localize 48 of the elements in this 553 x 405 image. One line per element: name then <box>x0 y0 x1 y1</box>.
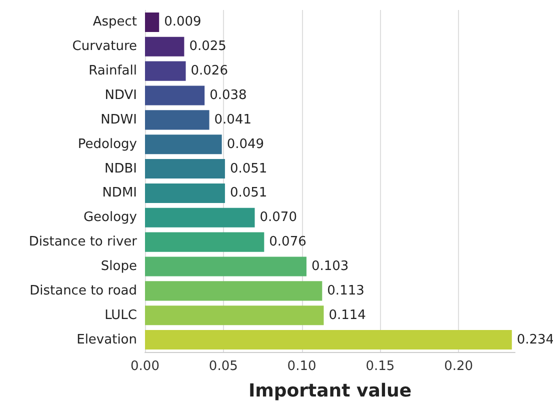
x-tick-label: 0.20 <box>444 359 474 374</box>
bar <box>145 183 225 203</box>
data-label: 0.051 <box>230 161 268 176</box>
y-tick-label: Curvature <box>72 39 137 54</box>
y-tick-label: Aspect <box>92 14 137 30</box>
y-tick-label: Slope <box>100 259 137 274</box>
y-tick-label: NDVI <box>104 88 137 103</box>
bar <box>145 256 306 276</box>
y-tick-label: NDMI <box>102 186 137 201</box>
bar <box>145 306 324 326</box>
data-label: 0.051 <box>230 186 268 201</box>
bar <box>145 61 186 81</box>
x-axis-title: Important value <box>248 380 412 402</box>
bar <box>145 281 322 301</box>
y-tick-label: NDWI <box>100 112 137 128</box>
bar <box>145 208 255 228</box>
x-tick-label: 0.00 <box>130 359 160 374</box>
y-tick-label: Pedology <box>78 136 138 152</box>
bar <box>145 159 225 179</box>
bar <box>145 12 160 32</box>
data-label: 0.114 <box>328 308 366 323</box>
data-label: 0.076 <box>269 234 306 250</box>
data-label: 0.041 <box>214 112 252 128</box>
bar <box>145 86 205 106</box>
x-tick-label: 0.05 <box>208 359 238 374</box>
data-label: 0.038 <box>210 88 247 103</box>
x-tick-label: 0.10 <box>287 359 316 374</box>
y-tick-label: LULC <box>104 308 137 323</box>
y-tick-label: Geology <box>83 210 138 226</box>
y-tick-label: Distance to river <box>28 234 138 250</box>
bar <box>145 330 512 350</box>
y-tick-label: Rainfall <box>88 64 137 79</box>
data-label: 0.234 <box>516 332 553 348</box>
bar <box>145 134 222 154</box>
bar <box>145 110 210 130</box>
data-label: 0.113 <box>327 283 364 298</box>
data-label: 0.026 <box>190 64 228 79</box>
x-tick-label: 0.15 <box>366 359 395 374</box>
y-tick-label: Elevation <box>76 332 137 348</box>
data-label: 0.070 <box>260 210 297 226</box>
y-tick-label: Distance to road <box>30 283 137 298</box>
data-label: 0.009 <box>164 14 202 30</box>
bar <box>145 232 264 252</box>
bar <box>145 36 184 56</box>
data-label: 0.049 <box>226 136 264 152</box>
y-tick-label: NDBI <box>104 161 137 176</box>
data-label: 0.025 <box>189 39 226 54</box>
data-label: 0.103 <box>311 259 349 274</box>
